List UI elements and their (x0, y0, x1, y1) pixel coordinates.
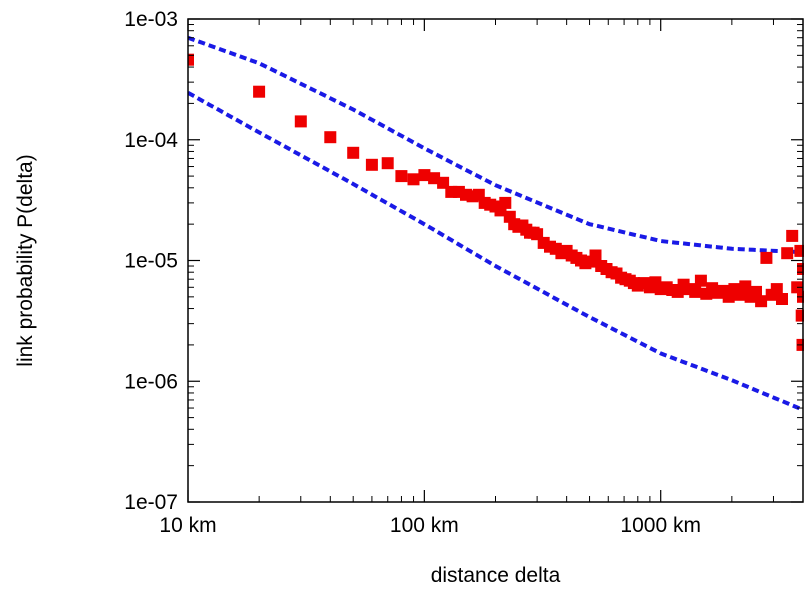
ticks-layer: 10 km 100 km 1000 km 1e-03 1e-04 1e-05 1e-06 1e… (124, 8, 804, 537)
data-point (694, 274, 707, 287)
y-tick-label: 1e-05 (124, 250, 178, 273)
series-layer (188, 35, 804, 412)
data-point (253, 85, 266, 98)
data-point (776, 293, 788, 305)
y-tick-label: 1e-06 (124, 370, 178, 393)
data-point (395, 170, 408, 183)
y-tick-label: 1e-04 (124, 129, 178, 152)
data-point (755, 295, 768, 308)
plot-frame (187, 18, 804, 503)
data-point (188, 53, 194, 66)
y-tick-label: 1e-03 (124, 8, 178, 31)
y-axis-title: link probability P(delta) (14, 154, 37, 366)
x-tick-label: 10 km (159, 514, 216, 537)
y-tick-label: 1e-07 (124, 491, 178, 514)
data-point (794, 244, 804, 257)
data-point (786, 229, 799, 242)
x-axis-title: distance delta (431, 564, 561, 587)
data-point (770, 283, 783, 296)
x-tick-label: 1000 km (620, 514, 701, 537)
data-point (750, 285, 762, 298)
data-point (781, 247, 794, 260)
data-point (381, 157, 394, 170)
x-tick-label: 100 km (390, 514, 459, 537)
data-point (499, 196, 512, 209)
data-point (365, 158, 378, 171)
data-point (437, 176, 450, 189)
data-point (324, 131, 337, 144)
data-point (795, 309, 804, 322)
data-point (407, 173, 420, 186)
data-point (739, 280, 752, 293)
data-point (689, 285, 702, 298)
data-point (418, 169, 431, 182)
data-point (294, 115, 307, 128)
fit-curve-2 (188, 91, 804, 412)
fit-curve-1 (188, 35, 804, 255)
data-point (760, 251, 773, 264)
data-point (589, 249, 602, 262)
data-point (797, 263, 804, 275)
data-point (347, 146, 360, 159)
